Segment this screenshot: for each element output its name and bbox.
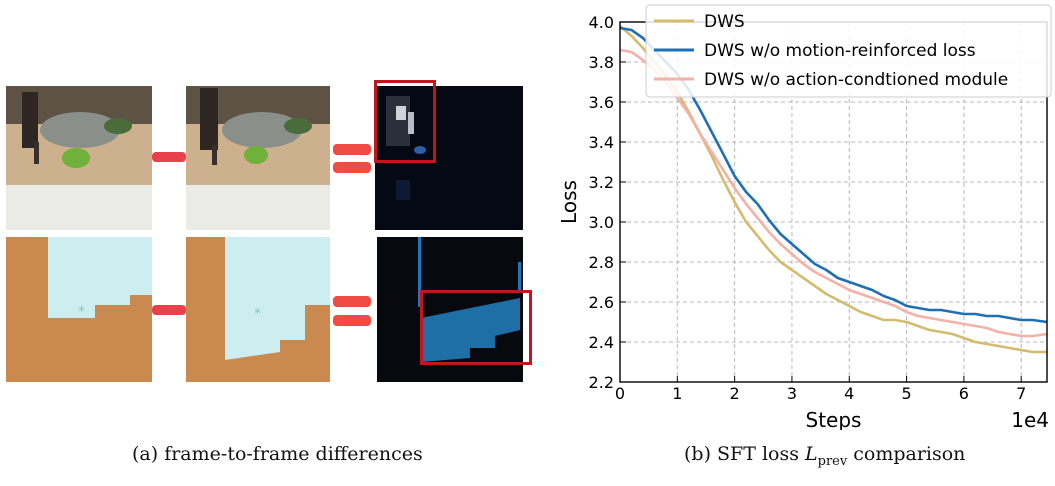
real-frame-2 [186,86,330,230]
x-tick-label: 2 [730,384,740,403]
minus-sign-1 [152,152,186,162]
legend-label-3: DWS w/o action-condtioned module [704,70,1008,90]
game-frame-1: * [6,237,152,382]
y-axis-label: Loss [557,180,581,224]
loss-chart-svg: 2.2 2.4 2.6 2.8 3.0 3.2 3.4 3.6 3.8 4.0 0 1 2 3 4 5 6 7 St… [557,4,1052,432]
x-tick-label: 6 [959,384,969,403]
real-difference-map [375,86,523,230]
x-axis-label: Steps [806,408,862,430]
legend-label-1: DWS [704,12,745,32]
caption-right-prefix: (b) SFT loss [684,443,805,465]
highlight-box-terrain [420,290,532,365]
y-tick-label: 4.0 [589,13,614,32]
y-tick-label: 3.8 [589,53,614,72]
x-tick-label: 1 [672,384,682,403]
x-tick-label: 4 [844,384,854,403]
x-tick-label: 0 [615,384,625,403]
y-tick-label: 2.8 [589,253,614,272]
highlight-box-robot-arm [374,80,436,163]
y-tick-label: 3.4 [589,133,614,152]
caption-left: (a) frame-to-frame differences [132,443,423,465]
y-tick-label: 2.4 [589,333,614,352]
caption-right-math: L [805,443,818,465]
frame-difference-figure: * * [0,0,540,400]
caption-right-suffix: comparison [847,443,966,465]
caption-right-subscript: prev [817,453,848,469]
y-tick-label: 2.2 [589,373,614,392]
x-scale-label: 1e4 [1011,408,1049,430]
minus-sign-2 [152,305,186,315]
game-frame-2: * [186,237,330,382]
x-tick-label: 5 [901,384,911,403]
legend-box [645,4,1052,98]
equals-sign-1-top [333,144,371,155]
svg-text:*: * [78,304,85,320]
series-line-3 [619,48,1048,338]
x-tick-label: 7 [1016,384,1026,403]
equals-sign-2-top [333,296,371,307]
y-tick-label: 2.6 [589,293,614,312]
caption-left-text: (a) frame-to-frame differences [132,443,423,465]
legend-label-2: DWS w/o motion-reinforced loss [704,41,976,61]
equals-sign-2-bottom [333,315,371,326]
y-tick-label: 3.2 [589,173,614,192]
caption-right: (b) SFT loss Lprev comparison [684,443,965,469]
loss-chart: 2.2 2.4 2.6 2.8 3.0 3.2 3.4 3.6 3.8 4.0 0 1 2 3 4 5 6 7 St… [540,0,1055,432]
x-tick-label: 3 [787,384,797,403]
real-frame-1 [6,86,152,230]
equals-sign-1-bottom [333,162,371,173]
svg-text:*: * [254,306,261,322]
y-tick-label: 3.6 [589,93,614,112]
frame-difference-illustration: * * [6,86,523,382]
game-difference-map [377,237,523,382]
y-tick-label: 3.0 [589,213,614,232]
